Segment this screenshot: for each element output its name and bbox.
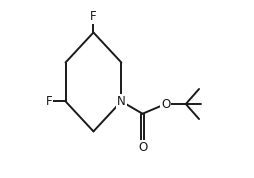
Text: F: F — [46, 95, 52, 108]
Text: O: O — [138, 141, 147, 154]
Text: O: O — [161, 98, 170, 111]
Text: F: F — [90, 10, 97, 23]
Text: N: N — [117, 95, 126, 108]
